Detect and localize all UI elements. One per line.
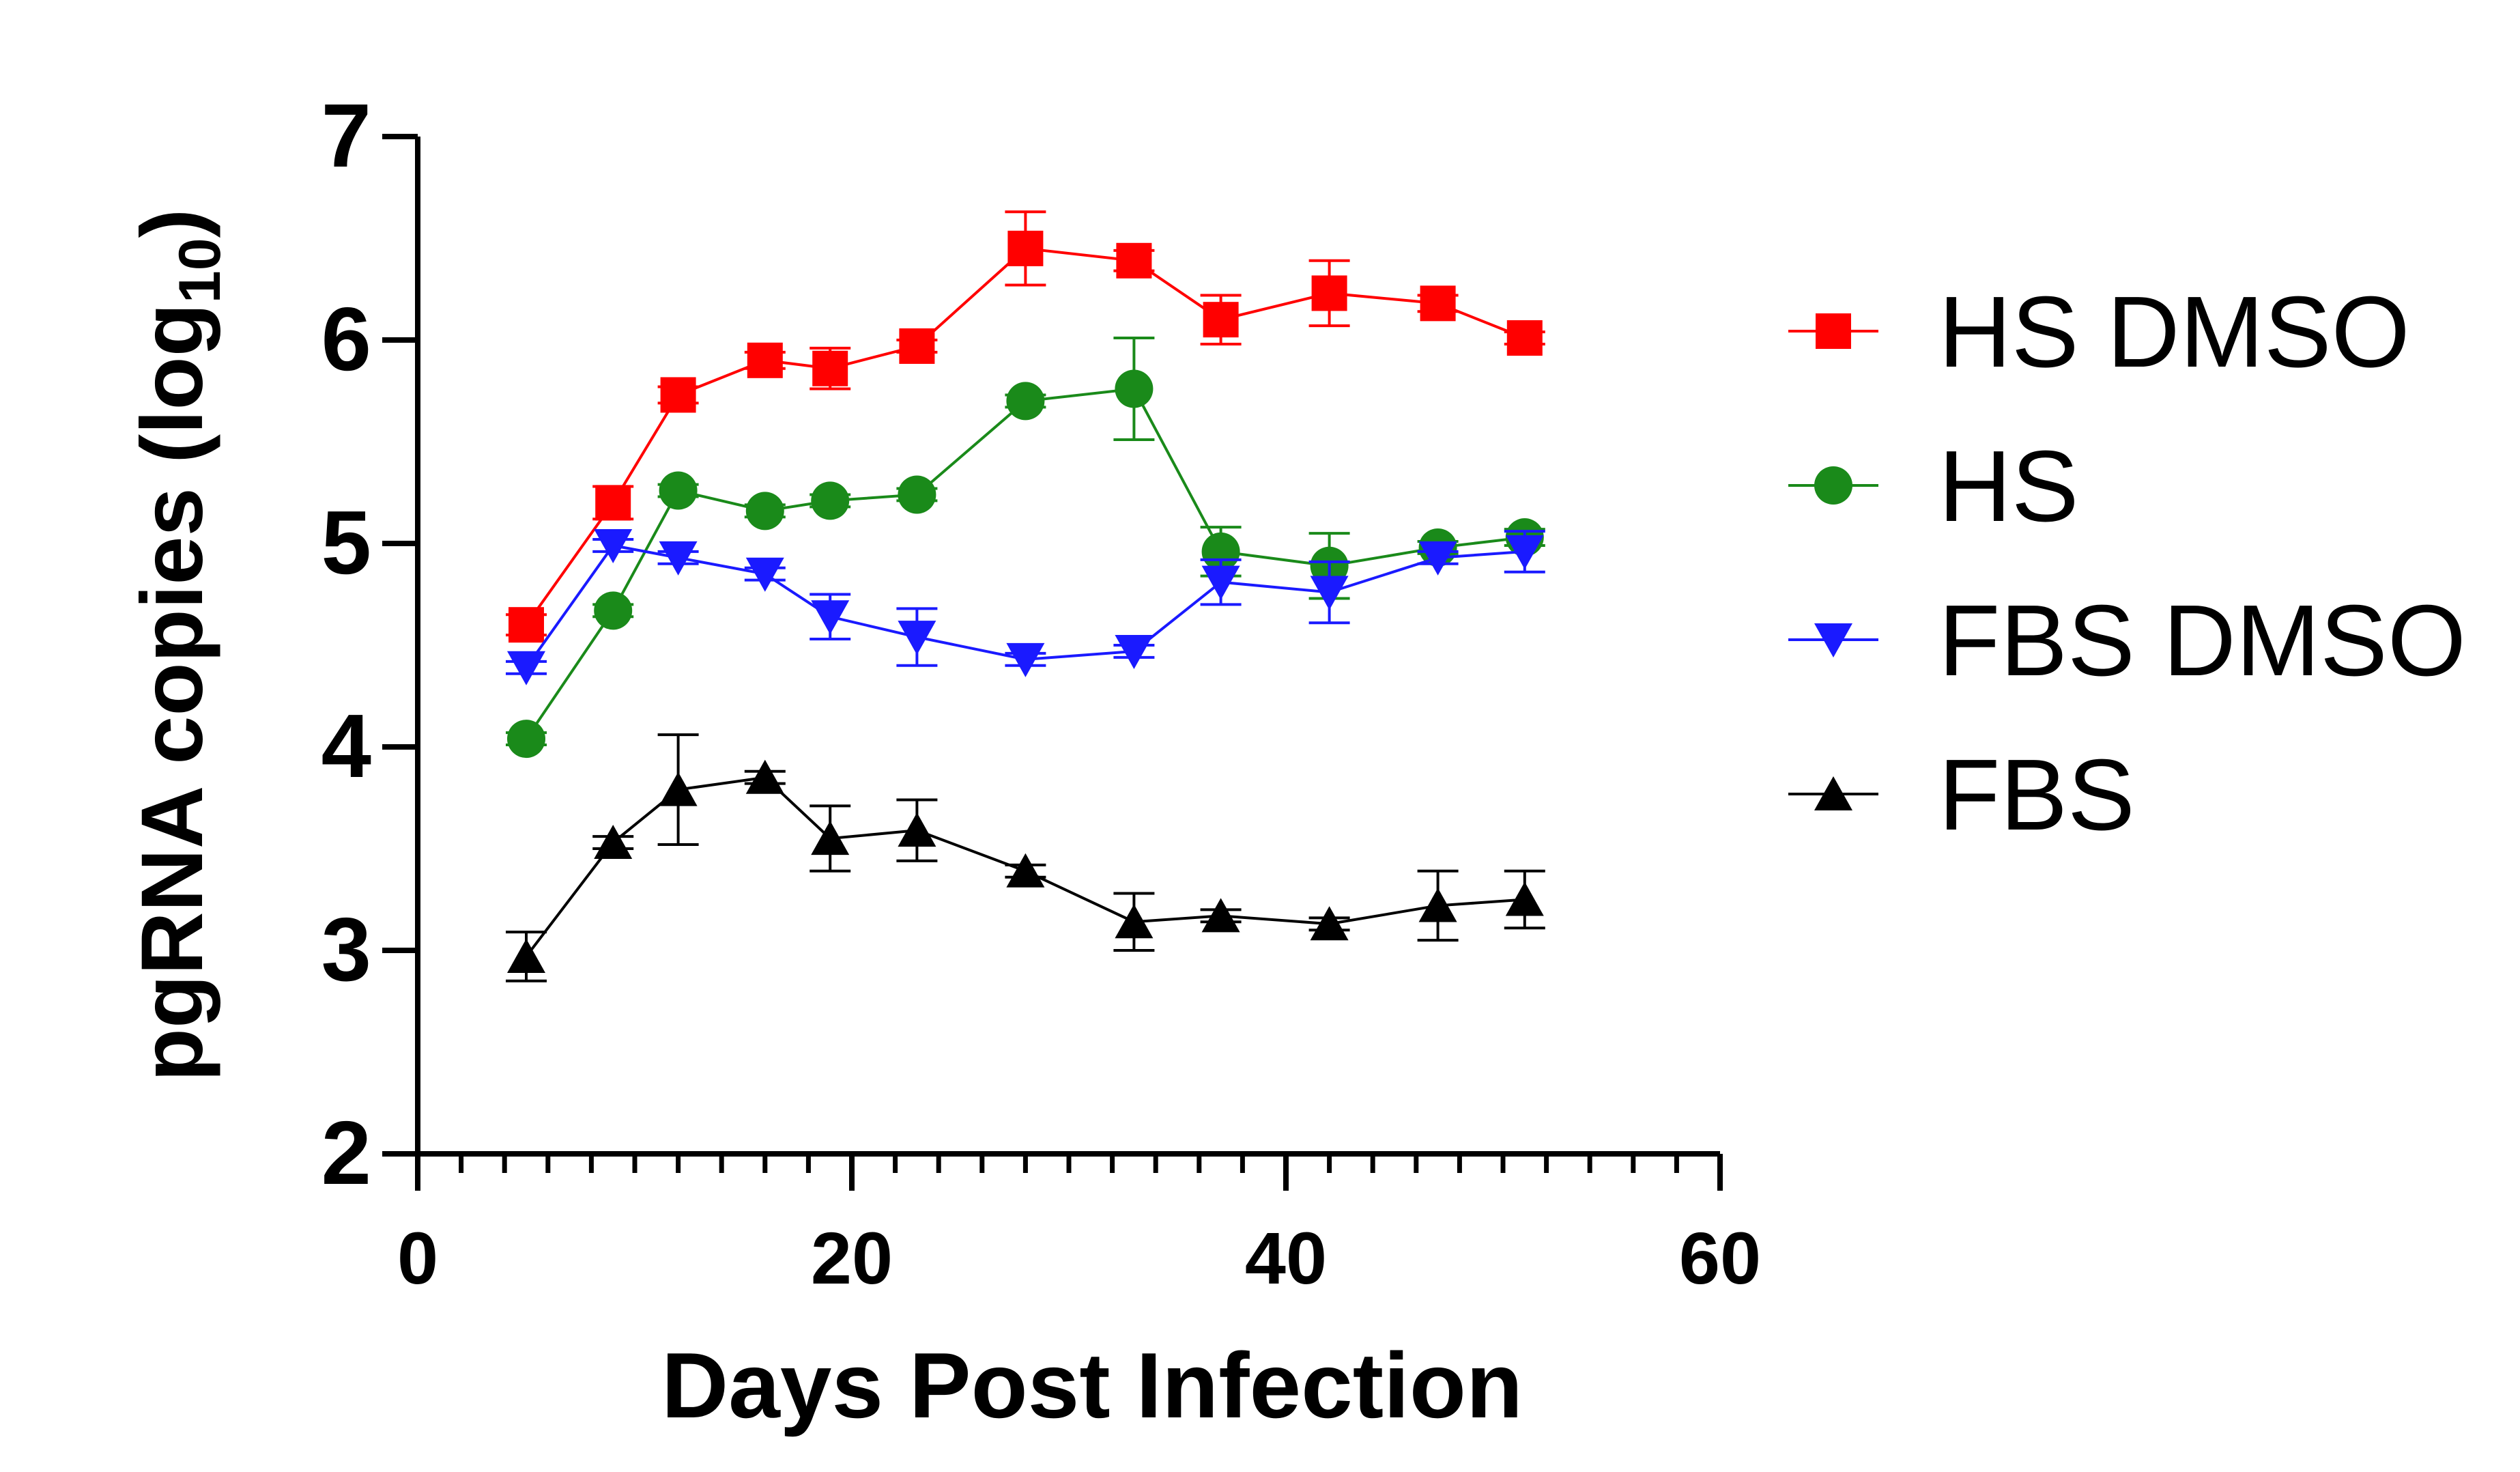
legend-item-fbs: FBS (1788, 739, 2135, 851)
data-point-hs (1201, 532, 1240, 571)
series-hs-dmso (506, 210, 1545, 643)
data-point-hs (507, 720, 545, 759)
data-point-hs (594, 591, 633, 630)
data-point-hs-dmso (812, 350, 848, 386)
data-point-fbs (1201, 898, 1240, 933)
data-point-hs (811, 481, 850, 520)
y-tick-label: 4 (321, 696, 371, 796)
data-point-hs-dmso (1311, 275, 1347, 311)
data-point-fbs (898, 812, 936, 847)
y-ticks: 2 3 4 5 6 7 (321, 85, 418, 1203)
data-point-fbs-dmso (898, 621, 936, 655)
data-point-fbs-dmso (1201, 565, 1240, 600)
legend-label-hs: HS (1938, 430, 2079, 543)
data-point-hs-dmso (1203, 302, 1239, 338)
data-point-hs-dmso (899, 328, 935, 364)
data-point-fbs-dmso (659, 541, 698, 576)
data-point-hs (898, 475, 936, 514)
data-point-hs-dmso (660, 377, 696, 413)
data-point-hs-dmso (595, 485, 631, 521)
data-point-hs (745, 492, 784, 530)
data-point-hs (659, 471, 698, 510)
y-axis-label-close: ) (124, 209, 221, 238)
x-tick-label: 0 (397, 1217, 438, 1299)
data-point-fbs-dmso (1310, 576, 1349, 610)
data-point-hs (1006, 382, 1045, 421)
data-point-fbs-dmso (507, 651, 545, 685)
y-axis-label: pgRNA copies (log10) (124, 209, 233, 1081)
data-point-hs (1115, 369, 1154, 408)
axes: 0 20 40 60 2 3 4 5 6 7 (321, 85, 1761, 1299)
data-point-hs-dmso (1420, 285, 1456, 322)
legend-label-fbs: FBS (1938, 739, 2135, 851)
data-point-fbs (1115, 904, 1154, 939)
data-point-fbs (659, 772, 698, 806)
data-point-fbs (1310, 906, 1349, 941)
y-tick-label: 5 (321, 492, 371, 593)
data-point-fbs (1006, 853, 1045, 888)
data-point-fbs-dmso (1006, 642, 1045, 677)
data-point-fbs (1418, 888, 1457, 922)
data-point-hs-dmso (1007, 230, 1044, 266)
legend-label-hs-dmso: HS DMSO (1938, 276, 2410, 388)
x-tick-label: 20 (811, 1217, 893, 1299)
y-tick-label: 3 (321, 899, 371, 1000)
x-tick-label: 60 (1679, 1217, 1761, 1299)
y-axis-label-main: pgRNA copies (log (124, 303, 221, 1081)
y-tick-label: 7 (321, 85, 371, 186)
x-axis-label: Days Post Infection (661, 1333, 1523, 1437)
legend-marker-fbs-dmso (1814, 623, 1852, 657)
data-point-fbs (1505, 881, 1544, 916)
data-point-fbs-dmso (1505, 535, 1544, 569)
legend-marker-hs (1814, 466, 1852, 505)
data-point-fbs-dmso (594, 528, 633, 563)
legend-item-fbs-dmso: FBS DMSO (1788, 584, 2466, 697)
x-ticks: 0 20 40 60 (397, 1154, 1761, 1299)
legend-item-hs-dmso: HS DMSO (1788, 276, 2410, 388)
data-point-fbs (507, 938, 545, 973)
series-fbs (506, 733, 1545, 982)
data-point-hs-dmso (747, 342, 783, 378)
data-point-fbs-dmso (811, 600, 850, 635)
data-point-fbs-dmso (1115, 634, 1154, 669)
x-tick-label: 40 (1245, 1217, 1327, 1299)
series-line-hs-dmso (525, 246, 1526, 626)
data-point-fbs-dmso (745, 557, 784, 592)
legend-marker-hs-dmso (1816, 313, 1851, 349)
data-point-hs-dmso (509, 607, 544, 643)
data-point-fbs (811, 821, 850, 855)
y-tick-label: 6 (321, 289, 371, 389)
legend-item-hs: HS (1788, 430, 2079, 543)
legend-marker-fbs (1814, 776, 1852, 810)
data-point-fbs (745, 759, 784, 794)
data-point-hs-dmso (1506, 320, 1543, 356)
y-axis-label-subscript: 10 (167, 238, 233, 303)
y-tick-label: 2 (321, 1103, 371, 1203)
legend-label-fbs-dmso: FBS DMSO (1938, 584, 2466, 697)
series-layer (506, 210, 1545, 982)
data-point-hs-dmso (1116, 242, 1152, 279)
data-point-fbs (594, 825, 633, 860)
series-fbs-dmso (506, 528, 1545, 685)
legend: HS DMSO HS FBS DMSO FBS (1788, 276, 2466, 851)
data-point-fbs-dmso (1418, 541, 1457, 576)
